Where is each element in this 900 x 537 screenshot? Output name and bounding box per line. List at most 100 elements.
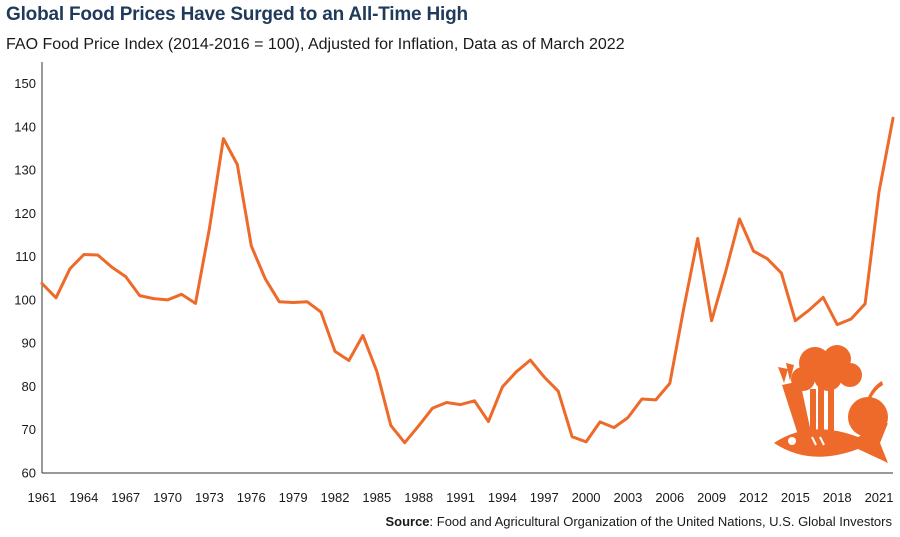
x-tick-label: 2021 <box>865 490 894 505</box>
data-point <box>361 334 365 337</box>
y-tick-label: 120 <box>14 206 36 221</box>
data-point <box>849 317 853 321</box>
data-point <box>473 399 476 402</box>
source-label: Source <box>385 514 430 529</box>
series-line <box>40 116 895 445</box>
x-tick-label: 1976 <box>237 490 266 505</box>
x-tick-label: 1985 <box>362 490 391 505</box>
y-tick-label: 100 <box>14 292 36 307</box>
x-tick-label: 1964 <box>69 490 98 505</box>
data-point <box>891 117 895 120</box>
data-point <box>222 137 225 140</box>
data-point <box>138 294 141 297</box>
data-point <box>501 385 504 389</box>
y-tick-label: 110 <box>15 249 36 264</box>
data-point <box>487 420 490 423</box>
y-axis-tick-labels: 60 70 80 90 100 110 120 130 140 150 <box>14 76 36 480</box>
data-point <box>877 190 881 193</box>
source-text: : Food and Agricultural Organization of … <box>429 514 892 529</box>
x-tick-label: 1973 <box>195 490 224 505</box>
y-tick-label: 90 <box>22 336 36 351</box>
data-point <box>305 300 309 303</box>
data-point <box>640 397 644 401</box>
data-point <box>584 440 588 444</box>
data-point <box>766 257 769 260</box>
data-point <box>682 307 685 310</box>
x-tick-label: 1967 <box>111 490 140 505</box>
data-point <box>96 253 100 257</box>
data-point <box>543 375 546 379</box>
data-point <box>403 441 406 444</box>
x-axis-tick-labels: 1961 1964 1967 1970 1973 1976 1979 1982 1985 1988… <box>28 490 894 505</box>
data-points <box>40 117 895 444</box>
data-point <box>278 300 281 303</box>
data-point <box>82 253 86 256</box>
x-tick-label: 2012 <box>739 490 768 505</box>
data-point <box>710 319 713 322</box>
data-point <box>375 370 378 373</box>
x-tick-label: 1997 <box>530 490 559 505</box>
data-point <box>570 435 574 438</box>
x-tick-label: 1979 <box>279 490 308 505</box>
x-tick-label: 2018 <box>823 490 852 505</box>
x-tick-label: 2003 <box>613 490 642 505</box>
data-point <box>668 382 671 385</box>
chart-subtitle: FAO Food Price Index (2014-2016 = 100), … <box>6 36 625 53</box>
x-tick-label: 2006 <box>655 490 684 505</box>
x-tick-label: 1982 <box>321 490 350 505</box>
y-tick-label: 70 <box>22 422 36 437</box>
chart-title: Global Food Prices Have Surged to an All… <box>6 4 468 25</box>
data-point <box>250 244 253 248</box>
y-tick-label: 80 <box>22 379 36 394</box>
data-point <box>836 323 839 326</box>
data-point <box>515 370 518 373</box>
source-note: Source: Food and Agricultural Organizati… <box>385 514 892 529</box>
data-point <box>417 424 420 427</box>
data-point <box>863 302 867 305</box>
x-tick-label: 1961 <box>28 490 57 505</box>
x-tick-label: 1970 <box>153 490 182 505</box>
data-point <box>54 296 58 299</box>
data-point <box>110 265 114 269</box>
data-point <box>291 301 295 304</box>
x-tick-label: 2015 <box>781 490 810 505</box>
fish-details <box>788 436 825 446</box>
data-point <box>264 277 267 280</box>
data-point <box>654 398 657 402</box>
x-tick-label: 1991 <box>446 490 475 505</box>
data-point <box>347 359 351 362</box>
data-point <box>40 282 44 285</box>
y-tick-label: 60 <box>22 466 36 481</box>
y-tick-label: 150 <box>14 76 36 91</box>
data-point <box>612 426 616 429</box>
data-point <box>124 275 127 278</box>
data-point <box>445 401 448 404</box>
data-point <box>166 298 169 302</box>
data-point <box>529 358 532 362</box>
data-point <box>557 390 560 393</box>
data-point <box>724 270 727 273</box>
data-point <box>333 350 337 353</box>
data-point <box>598 420 602 424</box>
data-point <box>431 406 434 410</box>
data-point <box>180 293 183 296</box>
data-point <box>459 403 462 406</box>
data-point <box>696 237 699 240</box>
data-point <box>752 249 755 253</box>
data-point <box>208 227 211 230</box>
data-point <box>152 297 155 300</box>
x-tick-label: 1994 <box>488 490 517 505</box>
x-tick-label: 1988 <box>404 490 433 505</box>
x-tick-label: 2000 <box>572 490 601 505</box>
data-point <box>236 163 239 166</box>
data-point <box>389 424 392 427</box>
data-point <box>808 308 811 312</box>
data-point <box>794 319 797 322</box>
data-point <box>194 302 197 305</box>
x-tick-label: 2009 <box>697 490 726 505</box>
y-tick-label: 140 <box>14 119 36 134</box>
data-point <box>319 310 323 314</box>
food-icon <box>774 345 888 463</box>
y-tick-label: 130 <box>14 163 36 178</box>
